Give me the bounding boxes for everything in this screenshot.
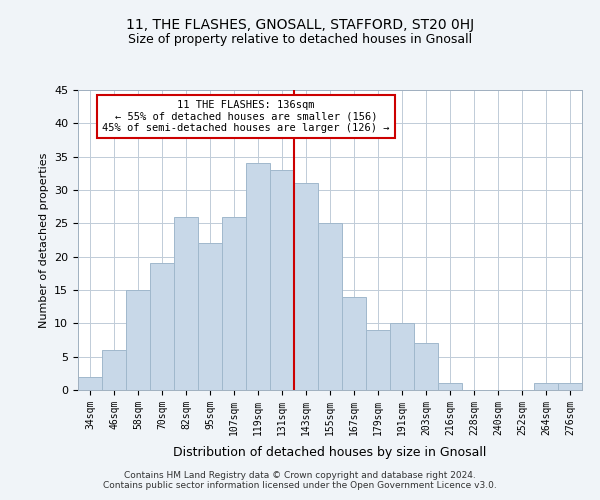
Text: Contains HM Land Registry data © Crown copyright and database right 2024.
Contai: Contains HM Land Registry data © Crown c…	[103, 470, 497, 490]
Bar	[534, 384, 558, 390]
Bar	[294, 184, 318, 390]
Text: 11, THE FLASHES, GNOSALL, STAFFORD, ST20 0HJ: 11, THE FLASHES, GNOSALL, STAFFORD, ST20…	[126, 18, 474, 32]
Bar	[222, 216, 246, 390]
X-axis label: Distribution of detached houses by size in Gnosall: Distribution of detached houses by size …	[173, 446, 487, 459]
Bar	[558, 384, 582, 390]
Bar	[126, 290, 150, 390]
Bar	[390, 324, 414, 390]
Bar	[150, 264, 174, 390]
Bar	[198, 244, 222, 390]
Bar	[366, 330, 390, 390]
Bar	[438, 384, 462, 390]
Bar	[414, 344, 438, 390]
Bar	[246, 164, 270, 390]
Bar	[318, 224, 342, 390]
Y-axis label: Number of detached properties: Number of detached properties	[38, 152, 49, 328]
Bar	[102, 350, 126, 390]
Text: Size of property relative to detached houses in Gnosall: Size of property relative to detached ho…	[128, 32, 472, 46]
Bar	[270, 170, 294, 390]
Bar	[174, 216, 198, 390]
Bar	[342, 296, 366, 390]
Text: 11 THE FLASHES: 136sqm
← 55% of detached houses are smaller (156)
45% of semi-de: 11 THE FLASHES: 136sqm ← 55% of detached…	[102, 100, 390, 133]
Bar	[78, 376, 102, 390]
